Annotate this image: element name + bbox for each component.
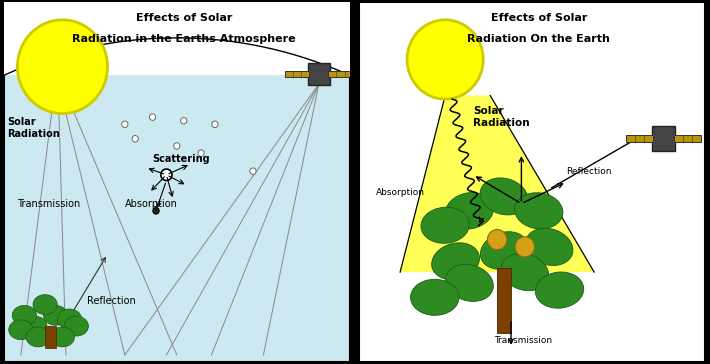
Circle shape xyxy=(174,143,180,149)
Circle shape xyxy=(161,169,172,181)
Circle shape xyxy=(132,135,138,142)
Ellipse shape xyxy=(432,243,480,280)
Text: Absorption: Absorption xyxy=(125,199,178,209)
Polygon shape xyxy=(626,135,653,142)
Ellipse shape xyxy=(64,316,89,336)
Ellipse shape xyxy=(421,207,469,243)
Circle shape xyxy=(180,118,187,124)
Text: Absorption: Absorption xyxy=(376,188,425,197)
Text: Reflection: Reflection xyxy=(567,167,612,176)
Text: Effects of Solar: Effects of Solar xyxy=(491,13,587,23)
Text: Radiation On the Earth: Radiation On the Earth xyxy=(467,34,610,44)
Ellipse shape xyxy=(33,294,58,314)
Circle shape xyxy=(250,168,256,174)
Polygon shape xyxy=(328,71,353,77)
Circle shape xyxy=(212,121,218,128)
Ellipse shape xyxy=(43,305,67,325)
FancyBboxPatch shape xyxy=(4,2,350,362)
Polygon shape xyxy=(285,71,310,77)
Circle shape xyxy=(153,207,159,214)
Circle shape xyxy=(18,20,107,114)
Ellipse shape xyxy=(23,316,47,336)
Circle shape xyxy=(488,230,507,250)
Text: Solar
Radiation: Solar Radiation xyxy=(473,106,530,128)
FancyBboxPatch shape xyxy=(308,63,329,85)
FancyBboxPatch shape xyxy=(359,2,705,362)
Circle shape xyxy=(198,150,204,157)
Ellipse shape xyxy=(446,192,493,229)
Ellipse shape xyxy=(480,178,528,215)
Ellipse shape xyxy=(515,193,563,229)
Polygon shape xyxy=(497,269,511,333)
Polygon shape xyxy=(400,95,594,272)
Polygon shape xyxy=(4,2,350,75)
Text: Transmission: Transmission xyxy=(493,336,552,345)
Circle shape xyxy=(121,121,128,128)
Text: Transmission: Transmission xyxy=(18,199,81,209)
Ellipse shape xyxy=(50,327,75,347)
Ellipse shape xyxy=(26,327,50,347)
Polygon shape xyxy=(45,326,55,348)
Ellipse shape xyxy=(12,305,36,325)
Ellipse shape xyxy=(480,232,528,269)
Text: Solar
Radiation: Solar Radiation xyxy=(7,117,60,139)
Text: Reflection: Reflection xyxy=(87,296,136,306)
Text: Radiation in the Earths Atmosphere: Radiation in the Earths Atmosphere xyxy=(72,34,295,44)
Ellipse shape xyxy=(9,320,33,340)
Text: Scattering: Scattering xyxy=(153,154,210,163)
Circle shape xyxy=(149,114,155,120)
Circle shape xyxy=(407,20,484,99)
Ellipse shape xyxy=(58,309,82,329)
Ellipse shape xyxy=(411,279,459,316)
Ellipse shape xyxy=(525,228,573,265)
Ellipse shape xyxy=(536,271,583,309)
Polygon shape xyxy=(674,135,701,142)
Text: Effects of Solar: Effects of Solar xyxy=(136,13,232,23)
Ellipse shape xyxy=(445,265,493,301)
Circle shape xyxy=(515,237,535,257)
FancyBboxPatch shape xyxy=(652,126,675,151)
Ellipse shape xyxy=(501,253,549,291)
